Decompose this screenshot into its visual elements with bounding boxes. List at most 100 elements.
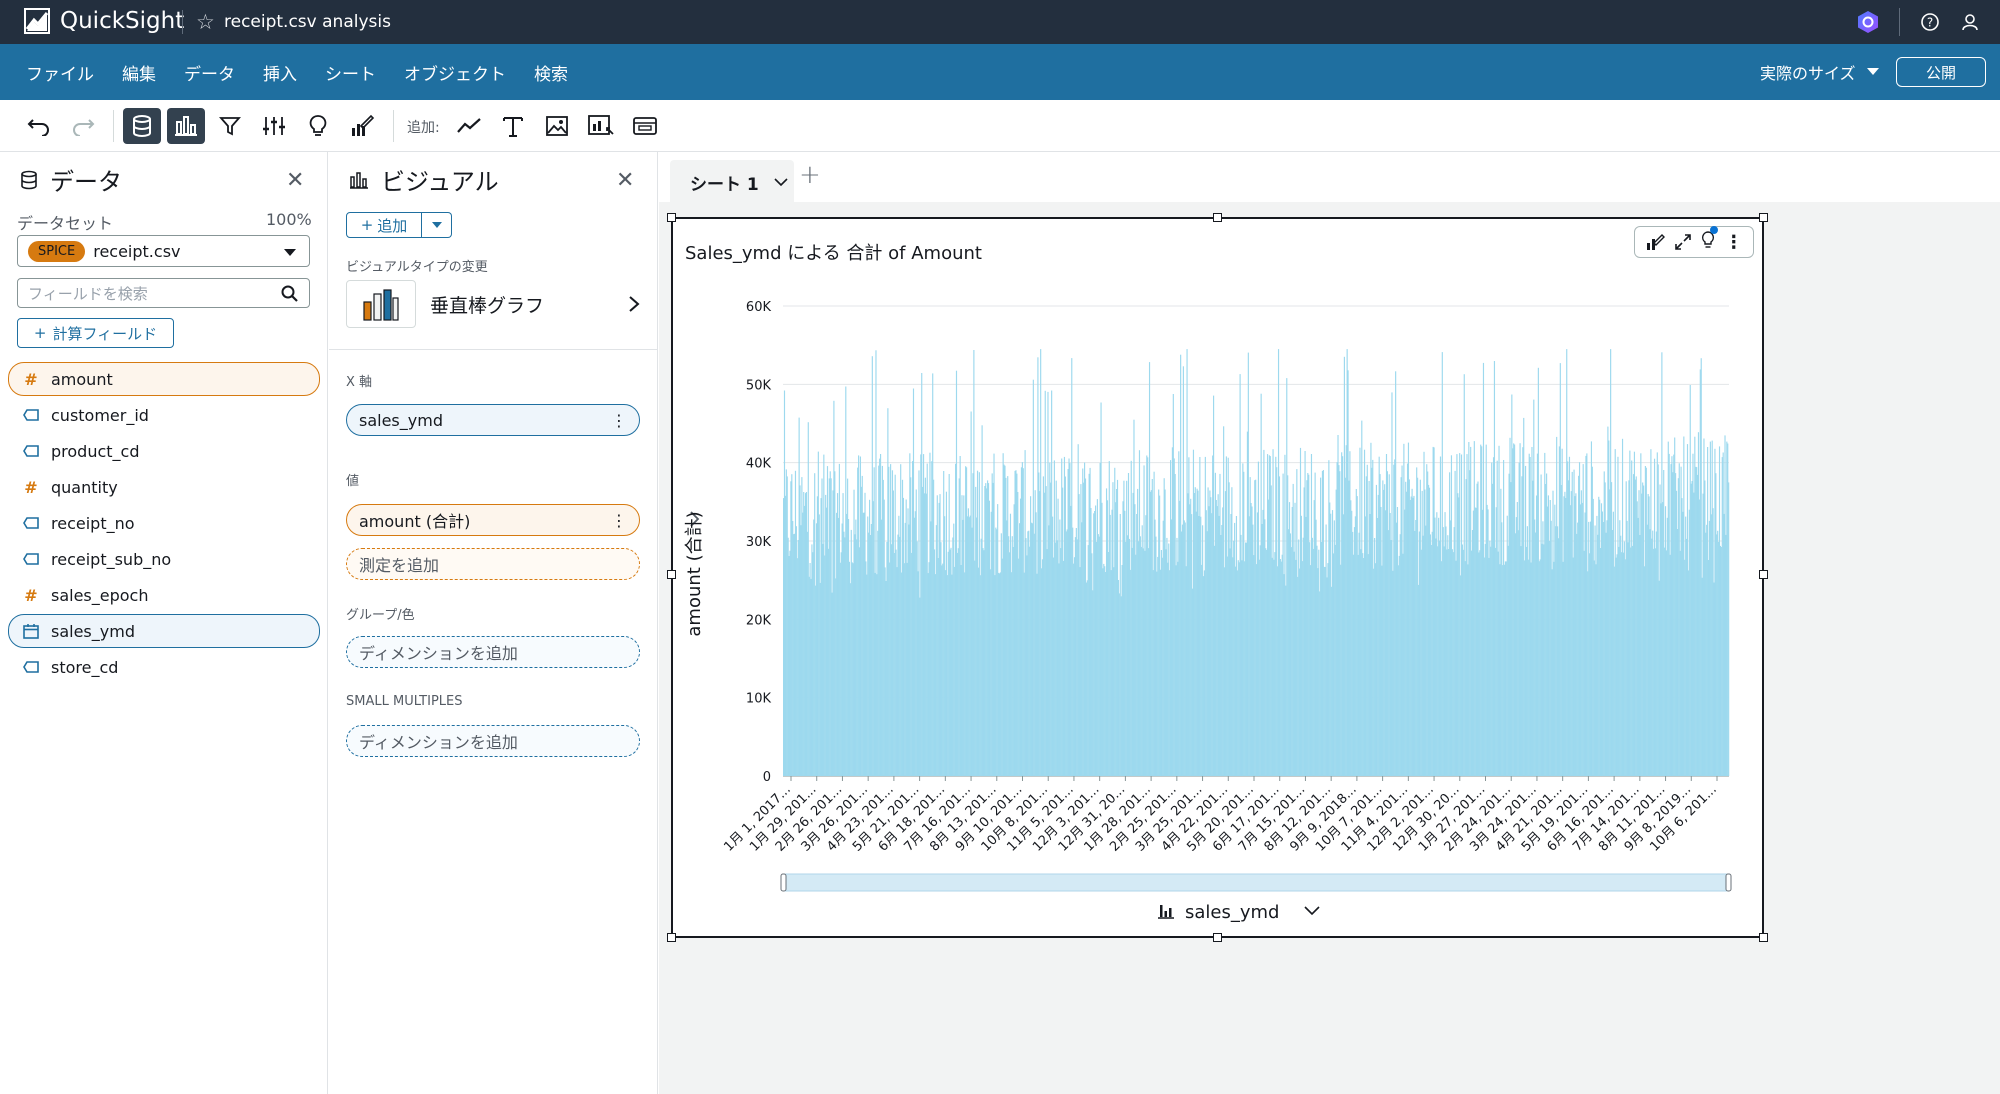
bar bbox=[1685, 516, 1687, 776]
quicksight-logo[interactable]: QuickSight bbox=[24, 8, 184, 34]
bar bbox=[989, 569, 991, 776]
add-sheet-icon[interactable]: + bbox=[799, 160, 821, 190]
insights-indicator[interactable] bbox=[1700, 226, 1719, 254]
resize-handle[interactable] bbox=[667, 213, 676, 222]
menu-file[interactable]: ファイル bbox=[26, 64, 94, 85]
bar bbox=[1535, 495, 1538, 776]
close-visual-panel-icon[interactable]: ✕ bbox=[616, 168, 635, 193]
bar bbox=[870, 524, 872, 776]
scrollbar-handle-left[interactable] bbox=[780, 873, 787, 892]
format-visual-icon[interactable] bbox=[1645, 233, 1666, 251]
bar bbox=[804, 505, 806, 776]
add-insight-button[interactable] bbox=[582, 108, 620, 144]
resize-handle[interactable] bbox=[1759, 570, 1768, 579]
bar bbox=[1372, 459, 1374, 776]
bar bbox=[1050, 482, 1052, 776]
menu-sheet[interactable]: シート bbox=[325, 64, 376, 85]
resize-handle[interactable] bbox=[1759, 933, 1768, 942]
menu-insert[interactable]: 挿入 bbox=[263, 64, 297, 85]
view-size-select[interactable]: 実際のサイズ bbox=[1760, 60, 1880, 84]
bar bbox=[1059, 519, 1061, 776]
undo-button[interactable] bbox=[20, 108, 58, 144]
bar bbox=[858, 455, 860, 776]
bar bbox=[1569, 505, 1571, 776]
bar bbox=[902, 497, 905, 776]
field-sales-epoch[interactable]: # sales_epoch bbox=[8, 578, 320, 612]
y-axis-expand[interactable] bbox=[690, 511, 700, 527]
menu-object[interactable]: オブジェクト bbox=[404, 64, 506, 85]
add-calculated-field-button[interactable]: + 計算フィールド bbox=[17, 318, 174, 348]
bar bbox=[936, 495, 938, 776]
data-panel-toggle[interactable] bbox=[123, 108, 161, 144]
bar bbox=[919, 597, 921, 776]
scrollbar-handle-right[interactable] bbox=[1725, 873, 1732, 892]
publish-button[interactable]: 公開 bbox=[1896, 57, 1986, 87]
field-receipt-no[interactable]: receipt_no bbox=[8, 506, 320, 540]
bar bbox=[1222, 507, 1224, 776]
add-visual-dropdown[interactable] bbox=[422, 212, 452, 238]
small-multiples-well[interactable]: ディメンションを追加 bbox=[346, 725, 640, 757]
database-icon bbox=[21, 170, 37, 189]
bar bbox=[1495, 507, 1497, 776]
x-axis-scrollbar[interactable] bbox=[780, 873, 1732, 892]
add-embed-button[interactable] bbox=[626, 108, 664, 144]
visual-type-selector[interactable]: 垂直棒グラフ bbox=[346, 280, 640, 328]
bar bbox=[1377, 494, 1379, 776]
group-color-well[interactable]: ディメンションを追加 bbox=[346, 636, 640, 668]
more-options-icon[interactable]: ⋮ bbox=[1724, 231, 1743, 253]
add-measure-well[interactable]: 測定を追加 bbox=[346, 548, 640, 580]
resize-handle[interactable] bbox=[1759, 213, 1768, 222]
menu-edit[interactable]: 編集 bbox=[122, 64, 156, 85]
add-visual-button[interactable]: + 追加 bbox=[346, 212, 422, 238]
y-axis-title[interactable]: amount (合計) bbox=[684, 511, 705, 636]
close-data-panel-icon[interactable]: ✕ bbox=[286, 168, 305, 193]
menu-data[interactable]: データ bbox=[184, 64, 235, 85]
expand-icon[interactable] bbox=[1674, 233, 1692, 251]
bar bbox=[1070, 505, 1072, 776]
field-store-cd[interactable]: store_cd bbox=[8, 650, 320, 684]
q-assistant-icon[interactable] bbox=[1857, 10, 1879, 34]
menu-search[interactable]: 検索 bbox=[534, 64, 568, 85]
help-icon[interactable]: ? bbox=[1920, 12, 1940, 32]
bar-chart-visual[interactable]: Sales_ymd による 合計 of Amount ⋮ 0 10K 20K 30K 4… bbox=[667, 213, 1768, 942]
visual-title[interactable]: Sales_ymd による 合計 of Amount bbox=[685, 243, 982, 264]
field-amount[interactable]: # amount bbox=[8, 362, 320, 396]
bar bbox=[963, 495, 965, 776]
themes-button[interactable] bbox=[343, 108, 381, 144]
bar bbox=[1595, 564, 1597, 776]
resize-handle[interactable] bbox=[1213, 933, 1222, 942]
add-text-button[interactable] bbox=[494, 108, 532, 144]
field-receipt-sub-no[interactable]: receipt_sub_no bbox=[8, 542, 320, 576]
x-axis-field-selector[interactable]: sales_ymd bbox=[1158, 902, 1320, 923]
x-axis-field-well[interactable]: sales_ymd ⋮ bbox=[346, 404, 640, 436]
field-product-cd[interactable]: product_cd bbox=[8, 434, 320, 468]
visual-panel-toggle[interactable] bbox=[167, 108, 205, 144]
sheet-tab-1[interactable]: シート 1 bbox=[670, 160, 794, 204]
resize-handle[interactable] bbox=[1213, 213, 1222, 222]
more-options-icon[interactable]: ⋮ bbox=[611, 411, 627, 430]
favorite-star-icon[interactable]: ☆ bbox=[196, 10, 215, 34]
bar bbox=[1438, 517, 1440, 776]
user-icon[interactable] bbox=[1960, 12, 1980, 32]
value-field-well[interactable]: amount (合計) ⋮ bbox=[346, 504, 640, 536]
field-sales-ymd[interactable]: sales_ymd bbox=[8, 614, 320, 648]
field-customer-id[interactable]: customer_id bbox=[8, 398, 320, 432]
filter-button[interactable] bbox=[211, 108, 249, 144]
chevron-down-icon[interactable] bbox=[773, 177, 789, 187]
resize-handle[interactable] bbox=[667, 570, 676, 579]
bar bbox=[1499, 564, 1501, 776]
redo-button[interactable] bbox=[64, 108, 102, 144]
bar bbox=[842, 493, 844, 776]
resize-handle[interactable] bbox=[667, 933, 676, 942]
analysis-title[interactable]: receipt.csv analysis bbox=[224, 12, 391, 32]
add-image-button[interactable] bbox=[538, 108, 576, 144]
more-options-icon[interactable]: ⋮ bbox=[611, 511, 627, 530]
bar bbox=[1103, 563, 1105, 776]
field-search-input[interactable]: フィールドを検索 bbox=[17, 278, 310, 308]
add-visual-button[interactable] bbox=[450, 108, 488, 144]
insights-button[interactable] bbox=[299, 108, 337, 144]
dataset-select[interactable]: SPICE receipt.csv bbox=[17, 235, 310, 267]
parameters-button[interactable] bbox=[255, 108, 293, 144]
field-quantity[interactable]: # quantity bbox=[8, 470, 320, 504]
scrollbar-track[interactable] bbox=[782, 873, 1730, 892]
